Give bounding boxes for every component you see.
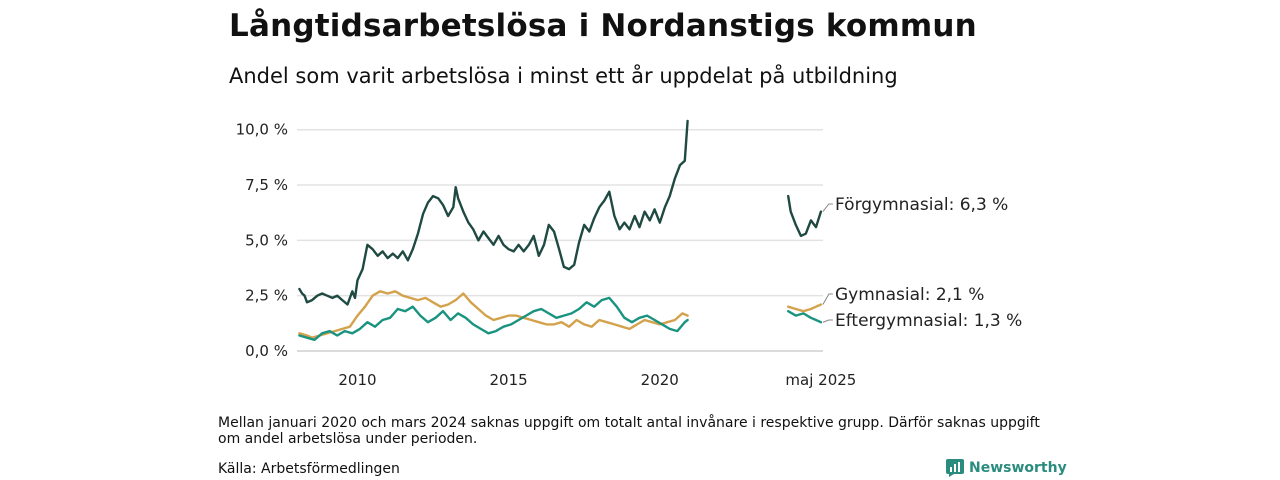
brand[interactable]: Newsworthy: [946, 459, 1067, 477]
footnote: Mellan januari 2020 och mars 2024 saknas…: [218, 415, 1040, 447]
x-axis-ticks: 2010 2015 2020 maj 2025: [338, 371, 856, 389]
leader-line: [822, 319, 833, 323]
gridlines: [297, 128, 823, 352]
y-tick-label: 2,5 %: [245, 287, 288, 305]
series-line-gymnasial: [298, 290, 689, 339]
y-tick-label: 7,5 %: [245, 176, 288, 194]
series-line-förgymnasial: [787, 194, 823, 238]
series-end-label: Gymnasial: 2,1 %: [835, 285, 984, 305]
x-tick-label: maj 2025: [785, 371, 856, 389]
series-end-label: Eftergymnasial: 1,3 %: [835, 311, 1022, 331]
newsworthy-logo-icon: [946, 459, 964, 477]
y-axis-ticks: 0,0 % 2,5 % 5,0 % 7,5 % 10,0 %: [236, 121, 288, 360]
chart-subtitle: Andel som varit arbetslösa i minst ett å…: [229, 64, 898, 88]
y-tick-label: 0,0 %: [245, 342, 288, 360]
chart-title: Långtidsarbetslösa i Nordanstigs kommun: [229, 8, 977, 44]
series-line-eftergymnasial: [298, 296, 689, 342]
leader-line: [822, 203, 833, 212]
series-lines: [298, 119, 823, 342]
x-tick-label: 2015: [490, 371, 528, 389]
x-tick-label: 2010: [338, 371, 376, 389]
x-tick-label: 2020: [641, 371, 679, 389]
series-line-eftergymnasial: [787, 310, 823, 324]
series-line-förgymnasial: [298, 119, 689, 306]
source-note: Källa: Arbetsförmedlingen: [218, 461, 400, 477]
y-tick-label: 5,0 %: [245, 231, 288, 249]
y-tick-label: 10,0 %: [236, 121, 288, 139]
series-line-gymnasial: [787, 303, 823, 313]
series-end-label: Förgymnasial: 6,3 %: [835, 195, 1008, 215]
end-labels: Förgymnasial: 6,3 % Gymnasial: 2,1 % Efter…: [822, 195, 1022, 331]
leader-line: [822, 293, 833, 305]
brand-name: Newsworthy: [969, 460, 1067, 476]
